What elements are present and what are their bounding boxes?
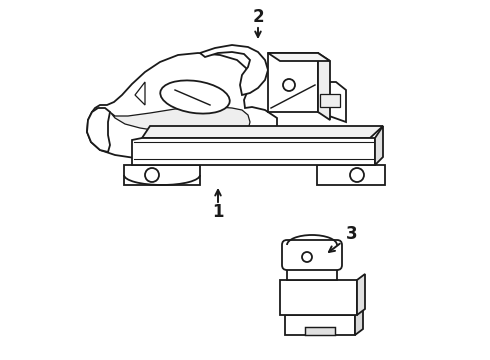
Polygon shape	[287, 245, 337, 280]
Text: 2: 2	[252, 8, 264, 26]
Polygon shape	[305, 327, 335, 335]
Circle shape	[302, 252, 312, 262]
FancyBboxPatch shape	[282, 240, 342, 270]
Polygon shape	[87, 53, 277, 160]
Polygon shape	[110, 107, 250, 134]
Ellipse shape	[160, 80, 230, 113]
Polygon shape	[317, 165, 385, 185]
Polygon shape	[124, 165, 200, 185]
Polygon shape	[318, 53, 330, 120]
Text: 3: 3	[346, 225, 358, 243]
Polygon shape	[375, 126, 383, 165]
Polygon shape	[320, 94, 340, 107]
Circle shape	[145, 168, 159, 182]
Circle shape	[350, 168, 364, 182]
Polygon shape	[268, 53, 330, 61]
Polygon shape	[135, 82, 145, 105]
Polygon shape	[280, 280, 357, 315]
Polygon shape	[200, 45, 268, 95]
Polygon shape	[285, 315, 355, 335]
Polygon shape	[142, 126, 383, 138]
Circle shape	[283, 79, 295, 91]
Polygon shape	[355, 309, 363, 335]
Polygon shape	[268, 53, 318, 112]
Text: 1: 1	[212, 203, 224, 221]
Polygon shape	[318, 82, 346, 122]
Polygon shape	[87, 108, 110, 152]
Polygon shape	[132, 138, 375, 165]
Polygon shape	[357, 274, 365, 315]
